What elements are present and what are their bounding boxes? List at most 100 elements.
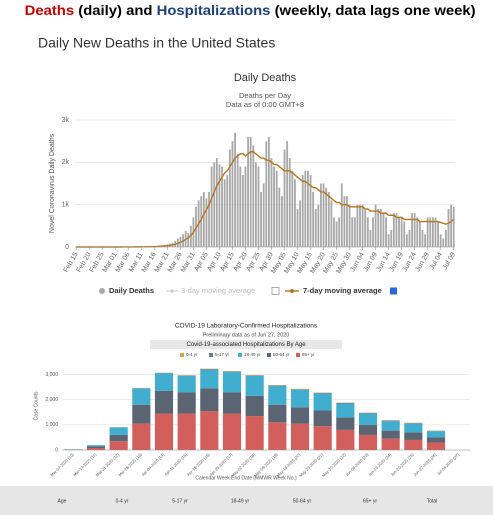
bar <box>434 217 437 247</box>
bar-segment <box>404 439 423 450</box>
chart-note: Data as of 0:00 GMT+8 <box>226 100 304 109</box>
bar <box>273 166 276 247</box>
bar-segment <box>200 369 219 370</box>
bar-segment <box>154 413 174 450</box>
chart-title: COVID-19 Laboratory-Confirmed Hospitaliz… <box>175 323 318 330</box>
bar-segment <box>358 434 378 450</box>
table-header-cell: Total <box>427 498 438 504</box>
bar-segment <box>290 389 310 408</box>
bar <box>288 158 291 247</box>
y-tick-label: 3k <box>62 117 70 124</box>
bar-segment <box>290 423 310 450</box>
bar <box>366 217 369 247</box>
table-header-cell: 50-64 yr <box>293 498 312 504</box>
bar <box>247 136 249 247</box>
bar-segment <box>177 392 196 414</box>
bar <box>408 230 411 247</box>
bar-segment <box>290 389 310 390</box>
y-axis-label: Novel Coronavirus Daily Deaths <box>49 133 56 233</box>
bar <box>390 230 393 247</box>
bar-segment <box>404 423 423 424</box>
bar <box>429 217 432 247</box>
bar-segment <box>358 413 378 425</box>
y-tick-label: 2,000 <box>45 397 58 403</box>
legend-checkbox[interactable] <box>271 287 280 295</box>
bar-segment <box>109 441 128 450</box>
bar <box>278 187 281 247</box>
bar <box>437 221 439 247</box>
bar <box>317 204 320 247</box>
bar <box>252 145 255 247</box>
bar <box>444 230 447 247</box>
bar-segment <box>245 416 264 450</box>
bar-segment <box>290 407 310 424</box>
bar-segment <box>245 395 264 417</box>
bar-segment <box>200 369 219 389</box>
bar <box>270 158 273 247</box>
x-tick-label: Jun-27-2020 (26) <box>412 451 438 477</box>
bar-segment <box>245 375 264 396</box>
y-axis-label: Case Counts <box>33 391 39 420</box>
bar-segment <box>313 426 332 450</box>
bar <box>335 221 338 247</box>
legend-checkbox[interactable] <box>390 287 397 295</box>
bar-segment <box>336 429 355 450</box>
chart-subtitle: Deaths per Day <box>239 91 291 100</box>
bar <box>348 204 351 247</box>
bar <box>304 170 307 247</box>
bar <box>312 191 315 247</box>
bar <box>265 141 268 247</box>
page-title: Deaths (daily) and Hospitalizations (wee… <box>4 2 488 18</box>
legend-swatch <box>180 353 184 357</box>
bar <box>221 166 223 247</box>
bar-segment <box>222 392 242 414</box>
bar <box>213 162 216 247</box>
y-tick-label: 1k <box>62 202 70 209</box>
legend-label: 50-64 yr <box>273 352 290 357</box>
bar-segment <box>336 417 355 430</box>
bar-segment <box>222 371 242 373</box>
bar <box>262 183 265 247</box>
legend-swatch <box>267 353 271 357</box>
x-tick-label: Jul-04-2020 (27) <box>436 451 461 476</box>
bar <box>379 208 382 247</box>
bar-segment <box>200 388 219 412</box>
bar <box>249 136 252 247</box>
bar <box>223 179 226 247</box>
bar <box>208 191 210 247</box>
y-tick-label: 0 <box>55 447 58 453</box>
bar <box>385 217 387 247</box>
bar-segment <box>154 390 174 414</box>
bar-segment <box>313 393 332 411</box>
bar <box>241 175 244 247</box>
bar-segment <box>381 420 400 422</box>
bar <box>387 234 390 247</box>
bar <box>403 221 406 247</box>
bar <box>231 141 234 247</box>
bar-segment <box>177 375 196 393</box>
table-header-cell: 18-49 yr <box>231 498 250 504</box>
bar-segment <box>336 402 355 404</box>
bar <box>416 217 419 247</box>
bar <box>281 196 283 247</box>
bar <box>228 149 231 247</box>
bar <box>452 206 455 247</box>
bar <box>395 213 398 247</box>
table-header-bg <box>0 486 493 515</box>
bar <box>343 196 346 247</box>
bar-segment <box>268 422 287 450</box>
bar-segment <box>200 411 219 450</box>
bar-segment <box>268 385 287 405</box>
y-tick-label: 3,000 <box>45 372 58 378</box>
bar <box>359 204 361 247</box>
bar-segment <box>132 404 151 424</box>
bar-segment <box>358 424 378 435</box>
bar <box>294 179 296 247</box>
bar <box>202 191 205 247</box>
bar <box>286 141 289 247</box>
bar-segment <box>268 385 287 386</box>
bar <box>322 183 325 247</box>
bar-segment <box>222 372 242 393</box>
bar-segment <box>358 413 378 414</box>
bar <box>254 162 257 247</box>
